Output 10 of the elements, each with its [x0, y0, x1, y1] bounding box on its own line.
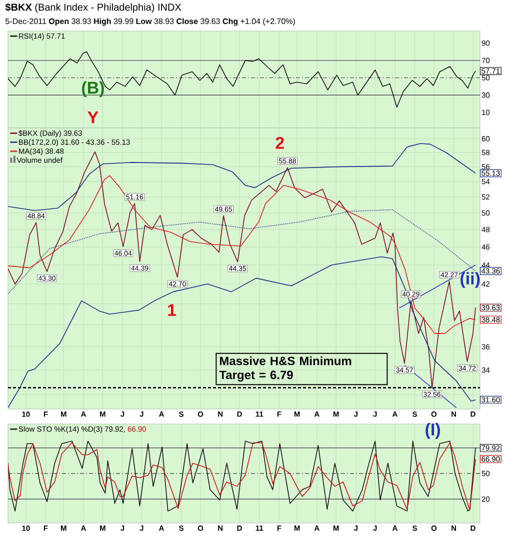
line-series — [8, 51, 476, 108]
annotation: (I) — [426, 423, 440, 439]
text: 5-Dec-2011 Open 38.93 High 39.99 Low 38.93 Close 39.63 Chg +1.04 (+2.70%) — [6, 18, 295, 26]
annotation: 1 — [168, 304, 176, 316]
annotation: (ii) — [460, 272, 480, 288]
annotation: Y — [88, 111, 98, 124]
chart-title: $BKX (Bank Index - Philadelphia) INDX — [5, 3, 182, 13]
annotation: (B) — [82, 81, 104, 98]
annotation: Massive H&S Minimum Target = 6.79 — [219, 356, 352, 382]
annotation: 2 — [276, 136, 284, 149]
